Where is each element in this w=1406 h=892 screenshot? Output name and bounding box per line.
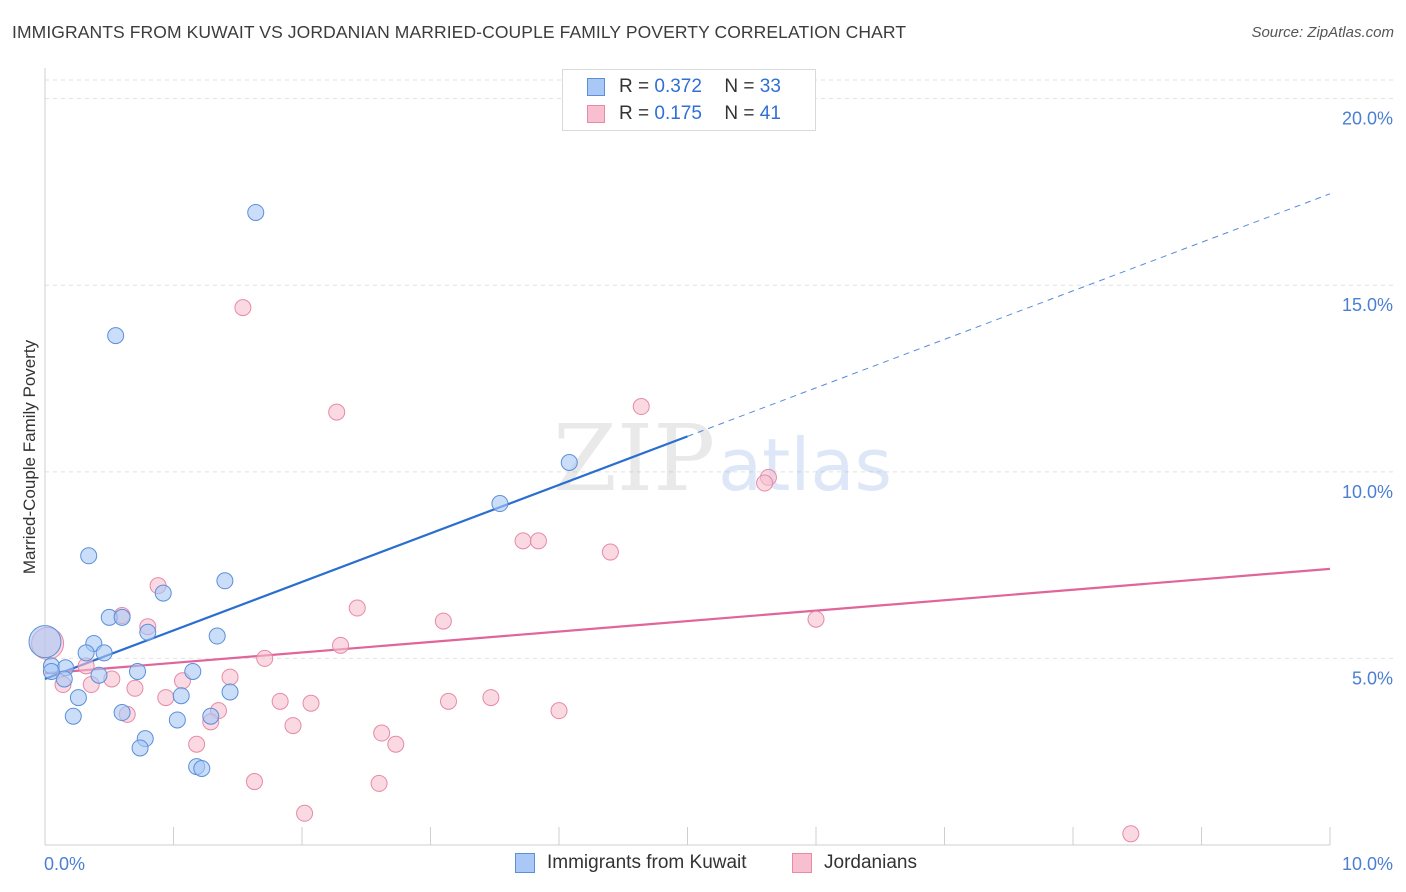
jordanian-point	[328, 403, 346, 421]
kuwait-point	[184, 662, 202, 680]
jordanian-point	[601, 543, 619, 561]
kuwait-trend-line	[44, 435, 688, 680]
legend-item-kuwait: Immigrants from Kuwait	[515, 852, 747, 874]
jordanian-point	[482, 689, 500, 707]
jordanian-point	[756, 474, 774, 492]
chart-title: IMMIGRANTS FROM KUWAIT VS JORDANIAN MARR…	[12, 22, 907, 42]
jordanian-point	[529, 532, 547, 550]
legend-n-value: 41	[759, 103, 781, 124]
kuwait-point	[77, 644, 95, 662]
kuwait-point	[129, 662, 147, 680]
legend-label-kuwait: Immigrants from Kuwait	[547, 852, 747, 873]
jordanian-point	[302, 694, 320, 712]
kuwait-point	[80, 547, 98, 565]
x-tick-label: 10.0%	[1342, 854, 1393, 874]
legend-row-kuwait: R = 0.372 N = 33	[587, 75, 781, 99]
legend-r-label: R =	[619, 76, 650, 97]
kuwait-point	[193, 760, 211, 777]
axes	[44, 68, 1331, 846]
jordanian-point	[387, 735, 405, 753]
legend-label-jordanians: Jordanians	[824, 852, 917, 873]
tick-labels: 5.0% 10.0% 15.0% 20.0% 0.0% 10.0%	[44, 109, 1393, 874]
jordanian-point	[370, 774, 388, 792]
kuwait-point	[139, 623, 157, 641]
legend-r-value: 0.175	[654, 103, 702, 124]
kuwait-point	[113, 608, 131, 626]
jordanian-trend-line	[44, 567, 1331, 675]
y-tick-label: 20.0%	[1342, 109, 1393, 129]
legend-n-label: N =	[724, 76, 755, 97]
kuwait-point	[202, 707, 220, 725]
jordanian-point	[514, 532, 532, 550]
legend-r-value: 0.372	[654, 76, 702, 97]
jordanian-point	[188, 735, 206, 753]
legend-swatch-blue	[515, 853, 535, 873]
kuwait-point	[221, 683, 239, 701]
kuwait-point	[113, 704, 131, 722]
watermark: ZIP atlas	[553, 405, 892, 512]
jordanian-point	[221, 668, 239, 686]
kuwait-point	[154, 584, 172, 602]
jordanian-point	[271, 692, 289, 710]
kuwait-trend-extension	[687, 193, 1331, 437]
jordanian-point	[632, 398, 650, 416]
watermark-atlas: atlas	[718, 423, 892, 507]
kuwait-point	[491, 495, 509, 513]
kuwait-point	[64, 707, 82, 725]
jordanian-point	[1122, 825, 1140, 843]
watermark-zip: ZIP	[553, 405, 715, 512]
y-tick-label: 15.0%	[1342, 295, 1393, 315]
jordanian-point	[550, 702, 568, 720]
x-tick-label: 0.0%	[44, 854, 85, 874]
jordanian-point	[332, 636, 350, 654]
data-points	[28, 203, 1140, 843]
y-axis-label: Married-Couple Family Poverty	[20, 339, 39, 574]
kuwait-point	[216, 572, 234, 590]
kuwait-point	[247, 203, 265, 221]
kuwait-point	[208, 627, 226, 645]
gridlines	[45, 79, 1395, 659]
kuwait-point	[90, 666, 108, 684]
kuwait-point	[28, 625, 62, 659]
source-credit: Source: ZipAtlas.com	[1251, 24, 1394, 41]
jordanian-point	[234, 299, 252, 317]
jordanian-point	[284, 717, 302, 735]
kuwait-point	[560, 454, 578, 471]
kuwait-point	[107, 327, 125, 345]
legend-swatch-pink	[587, 105, 605, 123]
legend-swatch-pink	[792, 853, 812, 873]
y-tick-label: 5.0%	[1352, 668, 1393, 688]
jordanian-point	[245, 773, 263, 791]
legend-n-label: N =	[724, 103, 755, 124]
jordanian-point	[807, 610, 825, 628]
jordanian-point	[373, 724, 391, 742]
legend-item-jordanians: Jordanians	[792, 852, 917, 874]
legend-row-jordanians: R = 0.175 N = 41	[587, 102, 781, 126]
jordanian-point	[439, 692, 457, 710]
jordanian-point	[296, 804, 314, 822]
jordanian-point	[157, 689, 175, 707]
legend-swatch-blue	[587, 78, 605, 96]
trend-lines	[44, 193, 1331, 680]
correlation-legend: R = 0.372 N = 33 R = 0.175 N = 41	[562, 69, 816, 131]
jordanian-point	[126, 679, 144, 697]
y-tick-label: 10.0%	[1342, 482, 1393, 502]
kuwait-point	[131, 739, 149, 757]
kuwait-point	[55, 670, 73, 688]
legend-n-value: 33	[759, 76, 781, 97]
kuwait-point	[168, 711, 186, 729]
jordanian-point	[348, 599, 366, 617]
kuwait-point	[69, 689, 87, 707]
kuwait-point	[42, 662, 60, 680]
kuwait-point	[172, 687, 190, 705]
legend-r-label: R =	[619, 103, 650, 124]
kuwait-point	[95, 644, 113, 662]
jordanian-point	[434, 612, 452, 630]
jordanian-point	[256, 649, 274, 667]
